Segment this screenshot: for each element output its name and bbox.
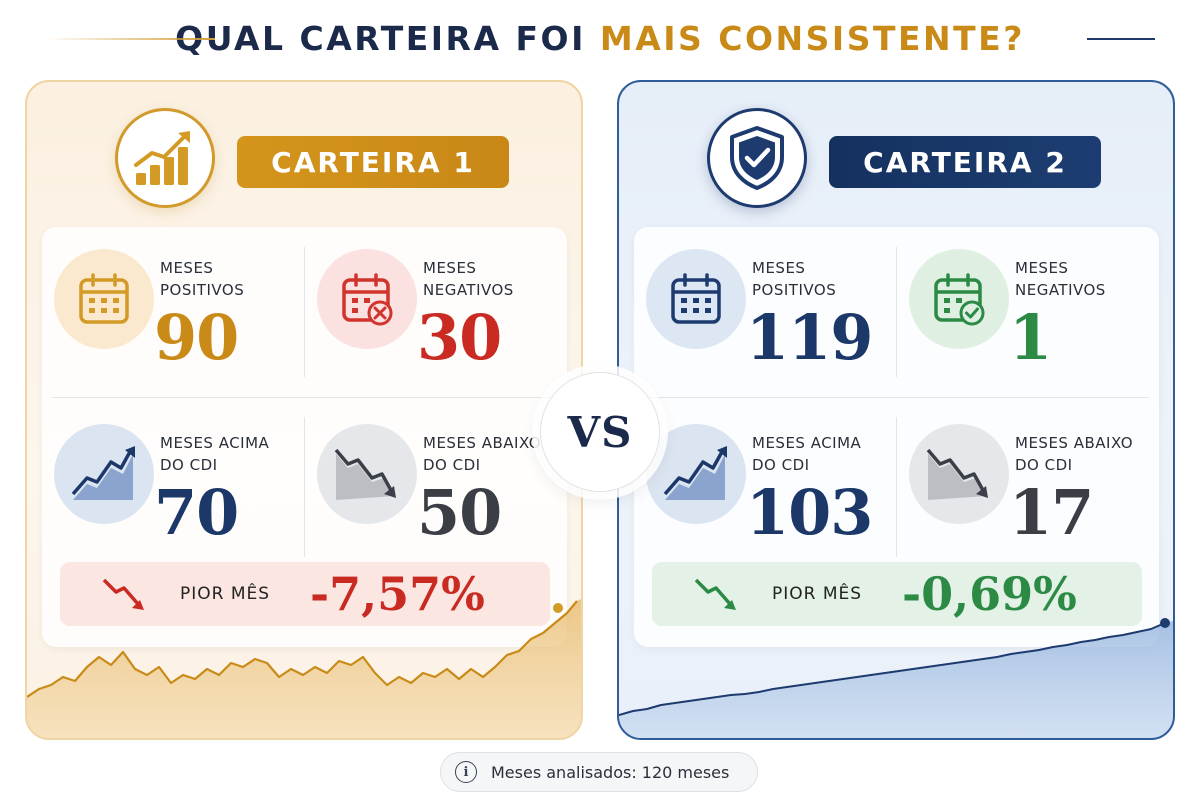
- portfolio-card-2: CARTEIRA 2 MESES POSITIVOS 119: [617, 80, 1175, 740]
- stat-value: 70: [154, 476, 239, 549]
- portfolio-card-1: CARTEIRA 1 MESES POSITIVOS 90: [25, 80, 583, 740]
- trend-down-icon: [317, 424, 417, 524]
- page-title: QUAL CARTEIRA FOI MAIS CONSISTENTE?: [175, 19, 1025, 58]
- arrow-down-icon: [102, 578, 144, 610]
- stat-months-below-cdi: MESES ABAIXO DO CDI 17: [897, 402, 1159, 567]
- stat-label: MESES ACIMA DO CDI: [752, 434, 862, 474]
- divider: [304, 247, 305, 377]
- worst-month-value: -0,69%: [902, 567, 1077, 621]
- stat-value: 119: [746, 301, 873, 374]
- sparkline-end-dot: [553, 603, 563, 613]
- stat-label: MESES NEGATIVOS: [1015, 259, 1106, 299]
- stat-value: 17: [1009, 476, 1094, 549]
- portfolio-name-label: CARTEIRA 2: [829, 136, 1101, 188]
- performance-sparkline: [27, 599, 581, 738]
- divider: [896, 417, 897, 557]
- stat-label: MESES POSITIVOS: [752, 259, 837, 299]
- header-rule-left: [45, 38, 215, 40]
- stat-months-above-cdi: MESES ACIMA DO CDI 103: [634, 402, 896, 567]
- stat-negative-months: MESES NEGATIVOS 1: [897, 227, 1159, 392]
- header: QUAL CARTEIRA FOI MAIS CONSISTENTE?: [0, 10, 1200, 66]
- info-icon: i: [455, 761, 477, 783]
- divider: [304, 417, 305, 557]
- card-header: CARTEIRA 2: [619, 82, 1173, 222]
- stat-value: 90: [154, 301, 239, 374]
- months-analyzed-text: Meses analisados: 120 meses: [491, 762, 730, 782]
- stat-value: 50: [417, 476, 502, 549]
- stat-label: MESES ACIMA DO CDI: [160, 434, 270, 474]
- worst-month-label: PIOR MÊS: [772, 584, 863, 604]
- stat-label: MESES POSITIVOS: [160, 259, 245, 299]
- title-part-2: MAIS CONSISTENTE?: [599, 18, 1025, 58]
- worst-month-box: PIOR MÊS -0,69%: [652, 562, 1142, 626]
- worst-month-box: PIOR MÊS -7,57%: [60, 562, 550, 626]
- portfolio-name-label: CARTEIRA 1: [237, 136, 509, 188]
- performance-sparkline: [619, 618, 1173, 738]
- stat-months-above-cdi: MESES ACIMA DO CDI 70: [42, 402, 304, 567]
- shield-check-icon: [707, 108, 807, 208]
- bar-chart-growth-icon: [115, 108, 215, 208]
- sparkline-end-dot: [1160, 618, 1170, 628]
- calendar-icon: [646, 249, 746, 349]
- stat-negative-months: MESES NEGATIVOS 30: [305, 227, 567, 392]
- stat-label: MESES NEGATIVOS: [423, 259, 514, 299]
- stat-months-below-cdi: MESES ABAIXO DO CDI 50: [305, 402, 567, 567]
- title-part-1: QUAL CARTEIRA FOI: [175, 18, 600, 58]
- months-analyzed-note: i Meses analisados: 120 meses: [440, 752, 758, 792]
- stat-value: 30: [417, 301, 502, 374]
- divider: [896, 247, 897, 377]
- stat-label: MESES ABAIXO DO CDI: [423, 434, 542, 474]
- divider: [52, 397, 557, 398]
- stat-value: 1: [1009, 301, 1052, 374]
- stat-value: 103: [746, 476, 873, 549]
- stat-positive-months: MESES POSITIVOS 90: [42, 227, 304, 392]
- trend-down-icon: [909, 424, 1009, 524]
- arrow-down-icon: [694, 578, 736, 610]
- calendar-x-icon: [317, 249, 417, 349]
- calendar-check-icon: [909, 249, 1009, 349]
- divider: [644, 397, 1149, 398]
- trend-up-icon: [54, 424, 154, 524]
- worst-month-value: -7,57%: [310, 567, 485, 621]
- header-rule-right: [1087, 38, 1155, 40]
- card-header: CARTEIRA 1: [27, 82, 581, 222]
- worst-month-label: PIOR MÊS: [180, 584, 271, 604]
- stat-positive-months: MESES POSITIVOS 119: [634, 227, 896, 392]
- calendar-icon: [54, 249, 154, 349]
- trend-up-icon: [646, 424, 746, 524]
- stat-label: MESES ABAIXO DO CDI: [1015, 434, 1134, 474]
- vs-badge: VS: [540, 372, 660, 492]
